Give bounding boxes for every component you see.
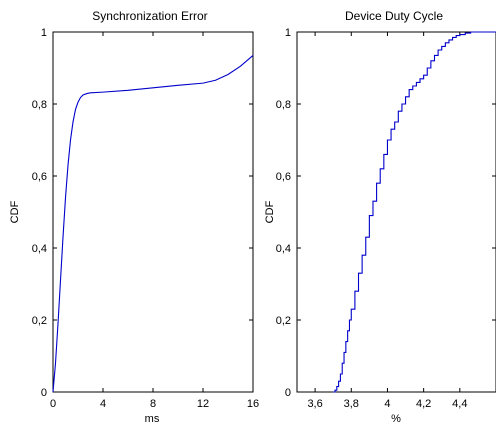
duty-cycle-x-tick-label: 4,4 — [452, 398, 467, 410]
sync-error-x-tick-label: 16 — [247, 398, 259, 410]
duty-cycle-axes-box — [296, 31, 496, 393]
sync-error-x-tick-label: 12 — [197, 398, 209, 410]
sync-error-y-tick-label: 0,2 — [32, 315, 47, 327]
sync-error-cdf-line — [52, 54, 254, 393]
sync-error-y-tick-label: 0 — [41, 387, 47, 399]
duty-cycle-x-tick-label: 4 — [384, 398, 390, 410]
duty-cycle-x-tick-label: 4,2 — [416, 398, 431, 410]
duty-cycle-y-tick-label: 0,8 — [276, 99, 291, 111]
sync-error-y-tick-label: 0,6 — [32, 171, 47, 183]
duty-cycle-panel: Device Duty Cycle CDF % 0 0,2 0,4 0,6 0,8 1 3,… — [264, 9, 496, 425]
sync-error-y-tick-label: 1 — [41, 27, 47, 39]
sync-error-y-tick-label: 0,8 — [32, 99, 47, 111]
sync-error-xlabel: ms — [145, 413, 160, 425]
sync-error-axes-box — [52, 31, 254, 393]
duty-cycle-xlabel: % — [391, 413, 401, 425]
sync-error-ylabel: CDF — [9, 200, 21, 223]
duty-cycle-ylabel: CDF — [264, 200, 276, 223]
sync-error-x-tick-label: 8 — [150, 398, 156, 410]
sync-error-y-tick-label: 0,4 — [32, 243, 47, 255]
duty-cycle-x-tick-label: 3,8 — [344, 398, 359, 410]
sync-error-title: Synchronization Error — [92, 9, 207, 23]
duty-cycle-y-tick-label: 0,2 — [276, 315, 291, 327]
duty-cycle-y-tick-label: 0 — [285, 387, 291, 399]
duty-cycle-x-tick-label: 3,6 — [307, 398, 322, 410]
duty-cycle-y-tick-label: 0,6 — [276, 171, 291, 183]
sync-error-x-tick-label: 4 — [100, 398, 106, 410]
duty-cycle-title: Device Duty Cycle — [345, 9, 443, 23]
duty-cycle-y-tick-label: 1 — [285, 27, 291, 39]
duty-cycle-y-tick-label: 0,4 — [276, 243, 291, 255]
sync-error-panel: Synchronization Error CDF ms 0 0,2 0,4 0,6 0… — [9, 9, 259, 425]
sync-error-x-tick-label: 0 — [50, 398, 56, 410]
duty-cycle-cdf-line — [333, 31, 496, 393]
